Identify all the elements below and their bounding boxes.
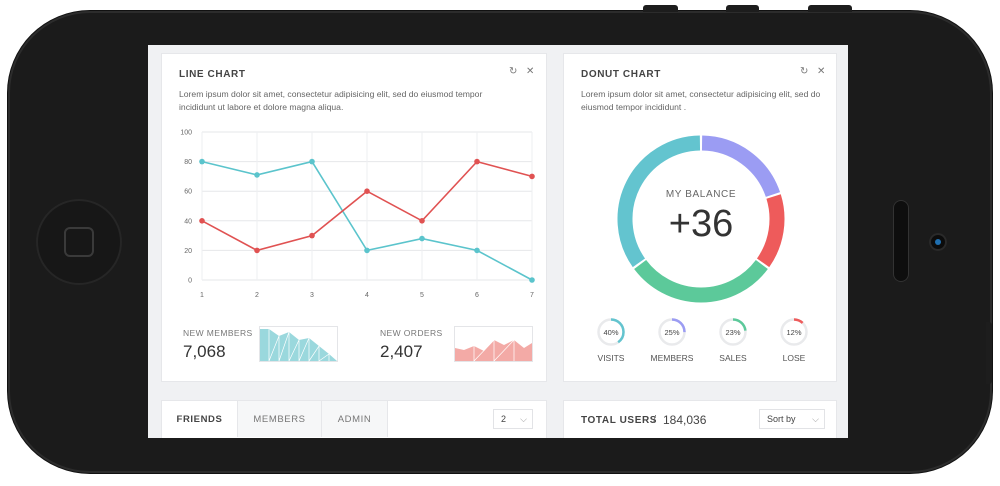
donut-chart [617, 135, 785, 303]
data-point [419, 235, 425, 242]
total-users-value: 184,036 [663, 413, 707, 427]
data-point [254, 172, 260, 178]
card-description: Lorem ipsum dolor sit amet, consectetur … [179, 89, 483, 112]
phone-side-button [986, 322, 992, 384]
tab-admin[interactable]: ADMIN [322, 401, 388, 437]
page-select[interactable]: 2 ⌵ [493, 409, 533, 429]
mini-ring-value: 40% [603, 328, 618, 337]
y-tick-label: 80 [184, 159, 192, 166]
data-point [529, 173, 535, 180]
data-point [309, 232, 315, 239]
data-point [254, 247, 260, 254]
orders-sparkline [454, 326, 533, 362]
new-members-value: 7,068 [183, 342, 226, 361]
mini-ring: 23% [719, 318, 747, 346]
chevron-down-icon: ⌵ [520, 414, 527, 424]
chevron-down-icon: ⌵ [812, 414, 819, 424]
refresh-icon[interactable]: ↻ [509, 66, 518, 77]
mini-ring-label: MEMBERS [650, 353, 694, 363]
x-tick-label: 7 [530, 292, 534, 299]
donut-segment [756, 194, 785, 268]
mini-ring: 12% [780, 318, 808, 346]
data-point [309, 158, 315, 165]
data-point [199, 218, 205, 224]
donut-segment [701, 135, 781, 198]
data-point [364, 247, 370, 254]
line-chart: 100 80 60 40 20 0 1 2 3 4 5 6 7 [180, 130, 535, 299]
total-users-card: TOTAL USERS / 184,036 Sort by ⌵ [563, 400, 837, 438]
new-orders-value: 2,407 [380, 342, 423, 361]
page-select-value: 2 [501, 414, 507, 424]
new-orders-label: NEW ORDERS [380, 328, 443, 338]
total-users-title: TOTAL USERS [581, 415, 658, 426]
mini-ring-value: 23% [725, 328, 740, 337]
refresh-icon[interactable]: ↻ [800, 66, 809, 77]
close-icon[interactable]: ✕ [526, 66, 535, 77]
x-tick-label: 1 [200, 292, 204, 299]
phone-top-button [726, 5, 759, 12]
data-point [529, 277, 535, 283]
line-chart-card: LINE CHART ↻ ✕ Lorem ipsum dolor sit ame… [161, 53, 547, 382]
y-tick-label: 60 [184, 189, 192, 196]
home-button[interactable] [36, 199, 122, 285]
y-tick-label: 40 [184, 218, 192, 225]
x-tick-label: 5 [420, 292, 424, 299]
tab-members[interactable]: MEMBERS [238, 401, 322, 437]
donut-segment [634, 259, 768, 303]
close-icon[interactable]: ✕ [817, 66, 826, 77]
x-tick-label: 4 [365, 292, 369, 299]
tab-friends[interactable]: FRIENDS [162, 401, 238, 437]
y-tick-label: 100 [180, 130, 192, 137]
camera-icon [929, 233, 947, 251]
mini-ring: 40% [597, 318, 625, 346]
mini-ring-value: 12% [786, 328, 801, 337]
x-tick-label: 2 [255, 292, 259, 299]
donut-center-label: MY BALANCE [665, 189, 737, 200]
y-tick-label: 20 [184, 248, 192, 255]
mini-ring: 25% [658, 318, 686, 346]
data-point [199, 158, 205, 165]
donut-center-value: +36 [668, 203, 734, 245]
y-tick-label: 0 [188, 278, 192, 285]
mini-ring-label: LOSE [782, 353, 806, 363]
friends-card: FRIENDS MEMBERS ADMIN 2 ⌵ [161, 400, 547, 438]
phone-top-button [643, 5, 678, 12]
x-tick-label: 6 [475, 292, 479, 299]
mini-ring-label: VISITS [597, 353, 625, 363]
data-point [364, 188, 370, 194]
card-title: DONUT CHART [581, 69, 661, 80]
separator: / [653, 414, 657, 426]
phone-top-button [808, 5, 852, 12]
card-title: LINE CHART [179, 69, 246, 80]
sort-by-select[interactable]: Sort by ⌵ [759, 409, 825, 429]
home-square-icon [64, 227, 94, 257]
data-point [474, 158, 480, 165]
phone-speaker [893, 200, 909, 282]
x-tick-label: 3 [310, 292, 314, 299]
sort-by-label: Sort by [767, 414, 796, 424]
new-members-label: NEW MEMBERS [183, 328, 253, 338]
data-point [474, 247, 480, 254]
screen: LINE CHART ↻ ✕ Lorem ipsum dolor sit ame… [148, 45, 848, 438]
card-description: Lorem ipsum dolor sit amet, consectetur … [581, 89, 821, 112]
mini-ring-value: 25% [664, 328, 679, 337]
members-sparkline [259, 326, 338, 362]
donut-segment [617, 135, 701, 268]
mini-ring-label: SALES [719, 353, 747, 363]
donut-chart-card: DONUT CHART ↻ ✕ Lorem ipsum dolor sit am… [563, 53, 837, 382]
data-point [419, 218, 425, 224]
